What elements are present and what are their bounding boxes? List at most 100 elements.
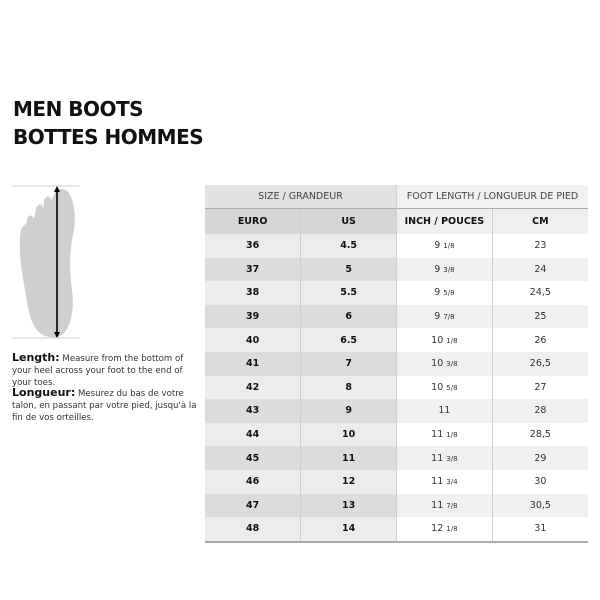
inch-length: 10 1/8 — [396, 328, 493, 352]
inch-length: 10 5/8 — [396, 375, 493, 400]
us-size: 6.5 — [300, 328, 397, 352]
euro-size: 45 — [205, 446, 301, 470]
inch-length: 11 3/4 — [396, 469, 493, 494]
table-row: 41 7 10 3/8 26,5 — [205, 351, 588, 376]
inch-fraction: 3/8 — [446, 360, 458, 369]
us-size: 13 — [300, 493, 397, 518]
us-size: 11 — [300, 446, 397, 470]
cm-length: 31 — [491, 517, 588, 543]
col-cm: CM — [491, 208, 588, 234]
col-euro: EURO — [205, 208, 301, 234]
table-row: 42 8 10 5/8 27 — [205, 375, 588, 400]
us-size: 14 — [300, 517, 397, 543]
euro-size: 47 — [205, 493, 301, 518]
inch-fraction: 1/8 — [446, 431, 458, 440]
euro-size: 37 — [205, 257, 301, 282]
cm-length: 24 — [491, 257, 588, 282]
euro-size: 38 — [205, 281, 301, 305]
inch-length: 11 7/8 — [396, 493, 493, 518]
inch-whole: 11 — [431, 476, 444, 488]
table-row: 43 9 11 28 — [205, 399, 588, 423]
cm-length: 25 — [491, 304, 588, 329]
euro-size: 44 — [205, 422, 301, 447]
us-size: 6 — [300, 304, 397, 329]
foot-measurement-icon — [12, 185, 80, 339]
table-row: 44 10 11 1/8 28,5 — [205, 422, 588, 447]
cm-length: 30,5 — [491, 493, 588, 518]
title-english: MEN BOOTS — [13, 97, 144, 121]
inch-whole: 9 — [434, 311, 441, 323]
inch-fraction: 1/8 — [446, 336, 458, 345]
cm-length: 27 — [491, 375, 588, 400]
cm-length: 26 — [491, 328, 588, 352]
length-instruction: Length: Measure from the bottom of your … — [12, 352, 202, 389]
col-us: US — [300, 208, 397, 234]
cm-length: 24,5 — [491, 281, 588, 305]
table-row: 45 11 11 3/8 29 — [205, 446, 588, 470]
col-inch: INCH / POUCES — [396, 208, 493, 234]
inch-length: 9 7/8 — [396, 304, 493, 329]
euro-size: 42 — [205, 375, 301, 400]
us-size: 10 — [300, 422, 397, 447]
us-size: 12 — [300, 469, 397, 494]
inch-fraction: 1/8 — [443, 242, 455, 251]
inch-length: 9 1/8 — [396, 234, 493, 258]
euro-size: 40 — [205, 328, 301, 352]
euro-size: 48 — [205, 517, 301, 543]
inch-whole: 11 — [438, 405, 451, 417]
inch-length: 9 5/8 — [396, 281, 493, 305]
us-size: 7 — [300, 351, 397, 376]
table-row: 39 6 9 7/8 25 — [205, 304, 588, 329]
inch-fraction: 1/8 — [446, 525, 458, 534]
us-size: 5.5 — [300, 281, 397, 305]
table-row: 40 6.5 10 1/8 26 — [205, 328, 588, 352]
euro-size: 46 — [205, 469, 301, 494]
table-row: 48 14 12 1/8 31 — [205, 517, 588, 543]
us-size: 4.5 — [300, 234, 397, 258]
cm-length: 30 — [491, 469, 588, 494]
inch-whole: 10 — [431, 358, 444, 370]
longueur-text: Mesurez du bas de votre talon, en passan… — [12, 389, 197, 423]
inch-length: 11 3/8 — [396, 446, 493, 470]
inch-length: 11 1/8 — [396, 422, 493, 447]
inch-fraction: 7/8 — [443, 313, 455, 322]
inch-fraction: 3/4 — [446, 478, 458, 487]
inch-whole: 9 — [434, 240, 441, 252]
euro-size: 41 — [205, 351, 301, 376]
size-group-header: SIZE / GRANDEUR — [205, 185, 397, 209]
table-row: 37 5 9 3/8 24 — [205, 257, 588, 282]
inch-whole: 11 — [431, 499, 444, 511]
us-size: 9 — [300, 399, 397, 423]
inch-whole: 11 — [431, 429, 444, 441]
cm-length: 29 — [491, 446, 588, 470]
cm-length: 23 — [491, 234, 588, 258]
length-label: Length: — [12, 351, 60, 364]
inch-fraction: 3/8 — [446, 454, 458, 463]
euro-size: 43 — [205, 399, 301, 423]
cm-length: 28,5 — [491, 422, 588, 447]
us-size: 5 — [300, 257, 397, 282]
inch-whole: 10 — [431, 334, 444, 346]
table-row: 38 5.5 9 5/8 24,5 — [205, 281, 588, 305]
length-text: Measure from the bottom of your heel acr… — [12, 354, 184, 388]
inch-length: 12 1/8 — [396, 517, 493, 543]
euro-size: 36 — [205, 234, 301, 258]
inch-whole: 10 — [431, 381, 444, 393]
longueur-label: Longueur: — [12, 386, 76, 399]
inch-fraction: 7/8 — [446, 501, 458, 510]
inch-whole: 9 — [434, 263, 441, 275]
title-french: BOTTES HOMMES — [13, 125, 204, 149]
size-table: SIZE / GRANDEUR FOOT LENGTH / LONGUEUR D… — [205, 185, 588, 543]
table-row: 47 13 11 7/8 30,5 — [205, 493, 588, 518]
table-row: 36 4.5 9 1/8 23 — [205, 234, 588, 258]
us-size: 8 — [300, 375, 397, 400]
longueur-instruction: Longueur: Mesurez du bas de votre talon,… — [12, 387, 202, 424]
euro-size: 39 — [205, 304, 301, 329]
inch-fraction: 5/8 — [446, 383, 458, 392]
inch-length: 9 3/8 — [396, 257, 493, 282]
inch-fraction: 3/8 — [443, 265, 455, 274]
inch-whole: 11 — [431, 452, 444, 464]
inch-fraction: 5/8 — [443, 289, 455, 298]
cm-length: 26,5 — [491, 351, 588, 376]
